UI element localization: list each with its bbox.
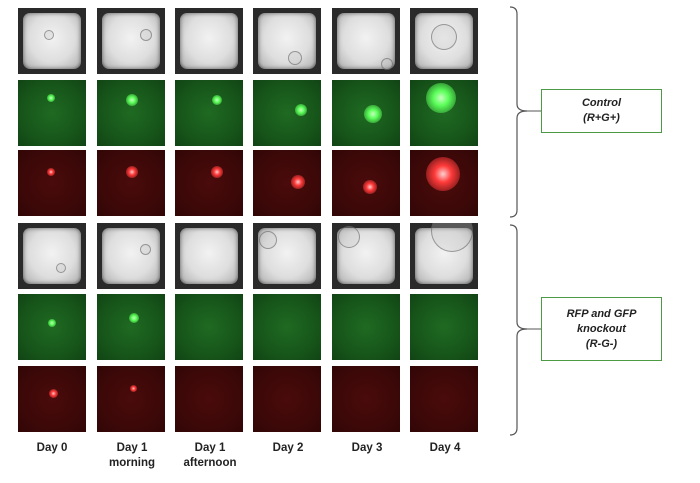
gfp-micrograph — [332, 80, 400, 146]
gfp-micrograph — [18, 294, 86, 360]
control-bracket — [509, 6, 543, 218]
knockout-label-line-3: (R-G-) — [585, 337, 618, 350]
cell-outline — [287, 50, 302, 65]
gfp-signal-spot — [212, 94, 223, 105]
day-2-line-2: afternoon — [183, 457, 237, 469]
cell-outline — [139, 29, 152, 42]
rfp-micrograph — [410, 366, 478, 432]
day-2-line-1: Day 1 — [194, 442, 226, 454]
knockout-bracket — [509, 224, 543, 436]
day-label-0: Day 0 — [12, 441, 92, 456]
gfp-signal-spot — [128, 312, 139, 323]
bf-micrograph — [175, 8, 243, 74]
rfp-signal-spot — [290, 174, 305, 189]
cell-outline — [43, 30, 54, 41]
rfp-micrograph — [253, 150, 321, 216]
gfp-micrograph — [18, 80, 86, 146]
bf-micrograph — [253, 8, 321, 74]
day-5-line-1: Day 4 — [429, 442, 461, 454]
day-0-line-1: Day 0 — [36, 442, 68, 454]
knockout-label-line-1: RFP and GFP — [566, 307, 637, 320]
gfp-signal-spot — [46, 94, 55, 103]
rfp-micrograph — [97, 366, 165, 432]
rfp-signal-spot — [211, 166, 224, 179]
rfp-micrograph — [175, 150, 243, 216]
gfp-signal-spot — [363, 105, 382, 124]
gfp-micrograph — [332, 294, 400, 360]
cell-outline — [338, 226, 361, 249]
cell-outline — [258, 230, 277, 249]
cell-outline — [140, 243, 152, 255]
rfp-micrograph — [18, 150, 86, 216]
gfp-signal-spot — [48, 319, 56, 328]
bf-micrograph — [175, 223, 243, 289]
rfp-signal-spot — [126, 166, 139, 179]
gfp-micrograph — [97, 294, 165, 360]
day-4-line-1: Day 3 — [351, 442, 383, 454]
rfp-signal-spot — [425, 156, 460, 191]
day-label-1: Day 1 morning — [92, 441, 172, 471]
rfp-signal-spot — [46, 168, 55, 177]
well-image — [102, 13, 160, 69]
bf-micrograph — [332, 8, 400, 74]
bf-micrograph — [410, 223, 478, 289]
rfp-micrograph — [97, 150, 165, 216]
well-image — [23, 13, 81, 69]
rfp-micrograph — [175, 366, 243, 432]
day-1-line-2: morning — [109, 457, 155, 469]
control-label-line-1: Control — [581, 97, 622, 109]
gfp-signal-spot — [426, 83, 457, 114]
knockout-label-line-2: knockout — [577, 322, 626, 335]
bf-micrograph — [410, 8, 478, 74]
rfp-micrograph — [332, 366, 400, 432]
rfp-micrograph — [410, 150, 478, 216]
day-label-2: Day 1 afternoon — [170, 441, 250, 471]
bf-micrograph — [97, 8, 165, 74]
day-3-line-1: Day 2 — [272, 442, 304, 454]
cell-outline — [381, 58, 394, 71]
rfp-micrograph — [332, 150, 400, 216]
bf-micrograph — [18, 8, 86, 74]
gfp-micrograph — [410, 80, 478, 146]
gfp-signal-spot — [294, 104, 307, 117]
day-label-5: Day 4 — [405, 441, 485, 456]
well-image — [180, 13, 238, 69]
day-label-3: Day 2 — [248, 441, 328, 456]
knockout-label: RFP and GFP knockout (R-G-) — [541, 297, 662, 361]
gfp-micrograph — [175, 80, 243, 146]
bf-micrograph — [253, 223, 321, 289]
rfp-signal-spot — [363, 179, 378, 194]
well-image — [23, 228, 81, 284]
gfp-micrograph — [175, 294, 243, 360]
gfp-micrograph — [253, 80, 321, 146]
cell-outline — [430, 223, 473, 252]
day-label-4: Day 3 — [327, 441, 407, 456]
bf-micrograph — [18, 223, 86, 289]
rfp-signal-spot — [48, 389, 58, 399]
bf-micrograph — [97, 223, 165, 289]
cell-outline — [430, 23, 457, 50]
control-label-line-2: (R+G+) — [583, 112, 620, 124]
day-1-line-1: Day 1 — [116, 442, 148, 454]
well-image — [102, 228, 160, 284]
bf-micrograph — [332, 223, 400, 289]
well-image — [180, 228, 238, 284]
gfp-micrograph — [410, 294, 478, 360]
gfp-micrograph — [253, 294, 321, 360]
well-image — [258, 13, 316, 69]
gfp-micrograph — [97, 80, 165, 146]
rfp-micrograph — [253, 366, 321, 432]
gfp-signal-spot — [126, 93, 139, 106]
rfp-signal-spot — [130, 384, 138, 392]
rfp-micrograph — [18, 366, 86, 432]
control-label: Control (R+G+) — [541, 89, 662, 133]
cell-outline — [56, 262, 67, 273]
